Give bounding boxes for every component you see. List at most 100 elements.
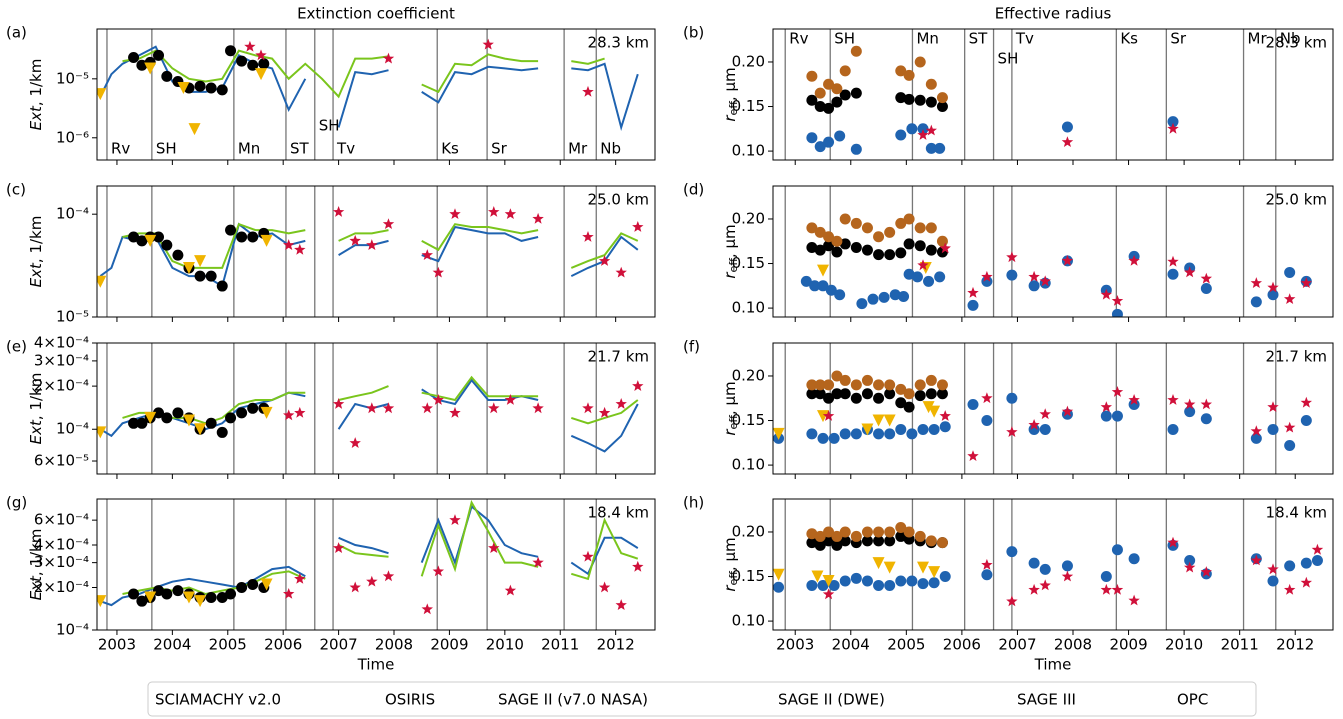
event-label: SH [156, 140, 177, 158]
point [1250, 554, 1262, 566]
point [294, 243, 306, 255]
point [247, 579, 259, 591]
point [861, 374, 873, 386]
point [831, 96, 843, 108]
point [182, 591, 195, 604]
point [850, 379, 862, 391]
point [873, 535, 885, 547]
y-tick-label: 0.15 [732, 97, 765, 115]
point [260, 578, 273, 591]
event-label: Sr [491, 140, 508, 158]
y-tick-label: 4×10⁻⁴ [34, 334, 89, 352]
point [1184, 561, 1196, 573]
x-tick-label: 2008 [375, 636, 413, 654]
y-label-unit: , 1/km [27, 59, 45, 106]
point [598, 255, 611, 266]
point [903, 93, 915, 105]
point [895, 129, 907, 141]
y-tick-label: 6×10⁻⁴ [34, 511, 89, 529]
point [895, 247, 907, 259]
point [817, 579, 829, 591]
point [831, 246, 843, 258]
point [811, 570, 824, 583]
point [1200, 272, 1212, 284]
altitude-label: 28.3 km [1266, 34, 1327, 52]
point [914, 390, 926, 402]
panel-letter: (c) [6, 181, 26, 199]
point [1300, 277, 1312, 288]
point [850, 143, 862, 155]
y-tick-label: 0.15 [732, 411, 765, 429]
point [814, 379, 826, 391]
point [1100, 288, 1112, 300]
x-tick-label: 2003 [776, 636, 814, 654]
plot-area [773, 499, 1324, 630]
point [504, 394, 517, 405]
point [1250, 432, 1262, 444]
point [1267, 563, 1279, 575]
point [839, 535, 851, 547]
point [615, 599, 627, 610]
x-tick-label: 2005 [209, 636, 247, 654]
point [260, 406, 273, 419]
event-label: Mn [916, 30, 938, 48]
point [225, 224, 237, 236]
point [161, 70, 173, 82]
x-tick-label: 2011 [541, 636, 579, 654]
point [839, 575, 851, 587]
point [814, 141, 826, 153]
point [936, 388, 948, 400]
point [981, 392, 993, 404]
point [236, 582, 248, 594]
point [850, 392, 862, 404]
point [831, 235, 843, 247]
altitude-label: 25.0 km [1266, 191, 1327, 209]
point [873, 579, 885, 591]
series-line [122, 375, 639, 425]
y-label-unit: , 1/km [27, 529, 45, 576]
y-tick-label: 0.15 [732, 567, 765, 585]
point [161, 588, 173, 600]
plot-area [97, 29, 637, 160]
point [895, 65, 907, 77]
x-tick-label: 2011 [1221, 636, 1259, 654]
point [1100, 583, 1112, 595]
y-tick-label: 2×10⁻⁴ [34, 578, 89, 596]
point [128, 417, 140, 429]
point [914, 379, 926, 391]
point [867, 293, 879, 305]
y-tick-label: 0.20 [732, 209, 765, 227]
point [861, 535, 873, 547]
point [1100, 571, 1112, 583]
point [773, 427, 785, 440]
x-tick-label: 2006 [943, 636, 981, 654]
point [773, 581, 785, 593]
panel-letter: (d) [683, 181, 704, 199]
point [814, 539, 826, 551]
point [216, 280, 228, 292]
point [532, 556, 544, 568]
point [1167, 268, 1179, 280]
point [97, 275, 107, 288]
event-label: ST [969, 30, 989, 48]
point [97, 88, 107, 101]
legend-label: SAGE III [1017, 691, 1076, 709]
point [1100, 410, 1112, 422]
point [981, 569, 993, 581]
panel-letter: (h) [683, 494, 704, 512]
point [1184, 554, 1196, 566]
point [884, 379, 896, 391]
y-label-sub: eff [727, 258, 740, 273]
point [806, 579, 818, 591]
point [834, 130, 846, 142]
point [823, 392, 835, 404]
axes-frame [772, 28, 1334, 161]
point [817, 432, 829, 444]
point [873, 231, 885, 243]
series-line [99, 504, 639, 607]
x-tick-label: 2010 [1165, 636, 1203, 654]
point [884, 388, 896, 400]
legend-label: SCIAMACHY v2.0 [155, 691, 281, 709]
point [205, 82, 217, 94]
point [225, 412, 237, 424]
